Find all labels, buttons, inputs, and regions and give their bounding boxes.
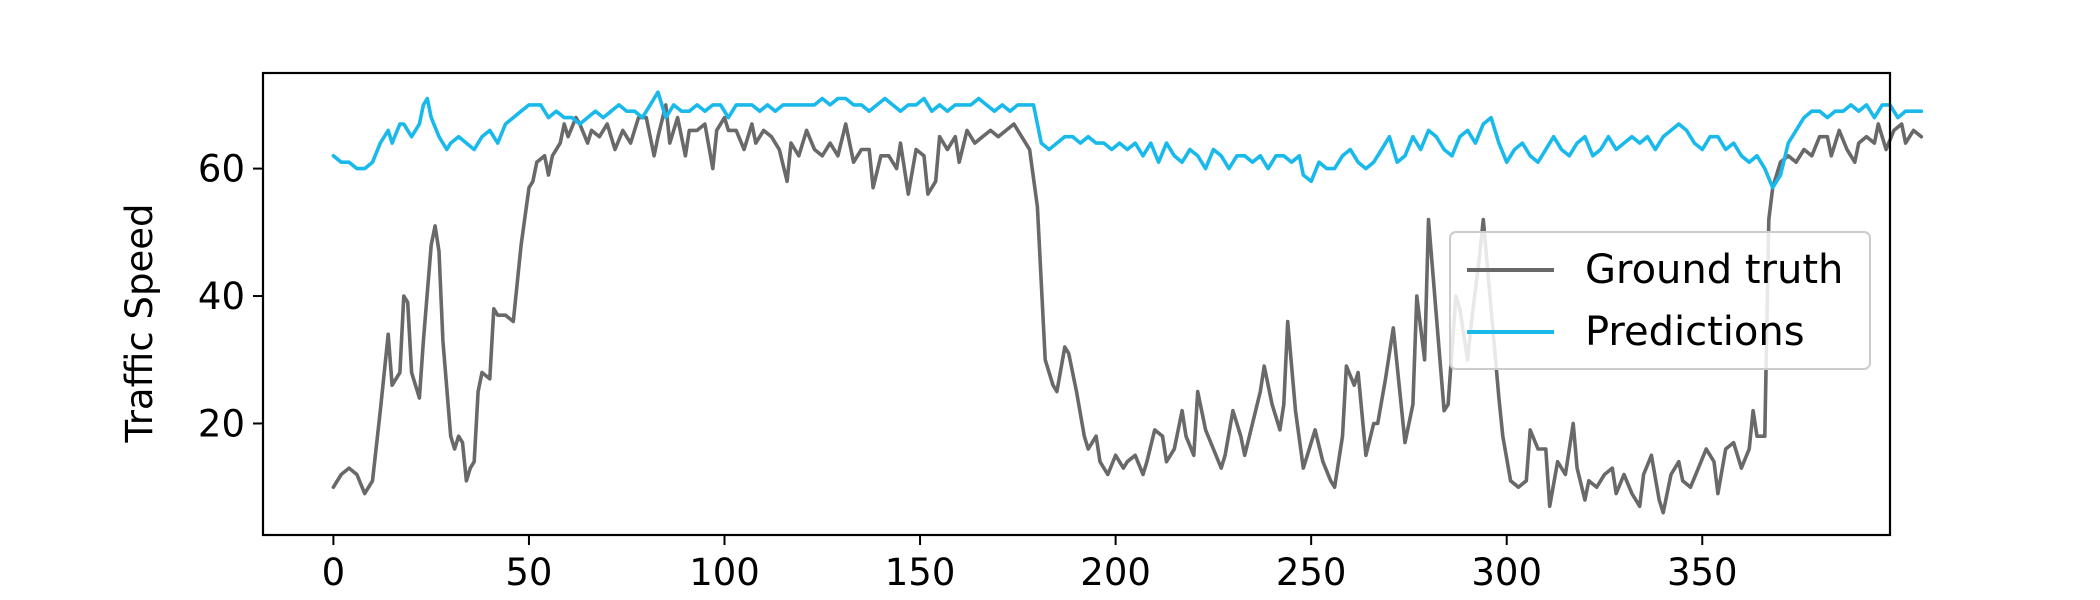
x-tick-label: 300	[1471, 551, 1542, 594]
x-tick-label: 50	[505, 551, 552, 594]
x-axis: 0 50 100 150 200 250 300 350	[322, 535, 1738, 594]
legend: Ground truth Predictions	[1449, 231, 1871, 370]
legend-box	[1449, 231, 1871, 370]
x-tick-label: 0	[322, 551, 346, 594]
y-tick-label: 40	[198, 275, 245, 318]
x-tick-label: 250	[1276, 551, 1347, 594]
y-axis: 20 40 60	[198, 148, 263, 445]
series-line-ground-truth	[331, 103, 1924, 515]
x-tick-label: 350	[1667, 551, 1738, 594]
legend-label-ground-truth: Ground truth	[1585, 247, 1843, 293]
legend-label-predictions: Predictions	[1585, 309, 1805, 355]
x-tick-label: 150	[885, 551, 956, 594]
y-tick-label: 60	[198, 148, 245, 191]
x-tick-label: 200	[1080, 551, 1151, 594]
y-tick-label: 20	[198, 402, 245, 445]
plot-frame	[261, 71, 1892, 537]
y-axis-title: Traffic Speed	[118, 204, 161, 444]
series-layer	[331, 90, 1924, 515]
x-tick-label: 100	[689, 551, 760, 594]
series-line-predictions	[331, 90, 1924, 190]
